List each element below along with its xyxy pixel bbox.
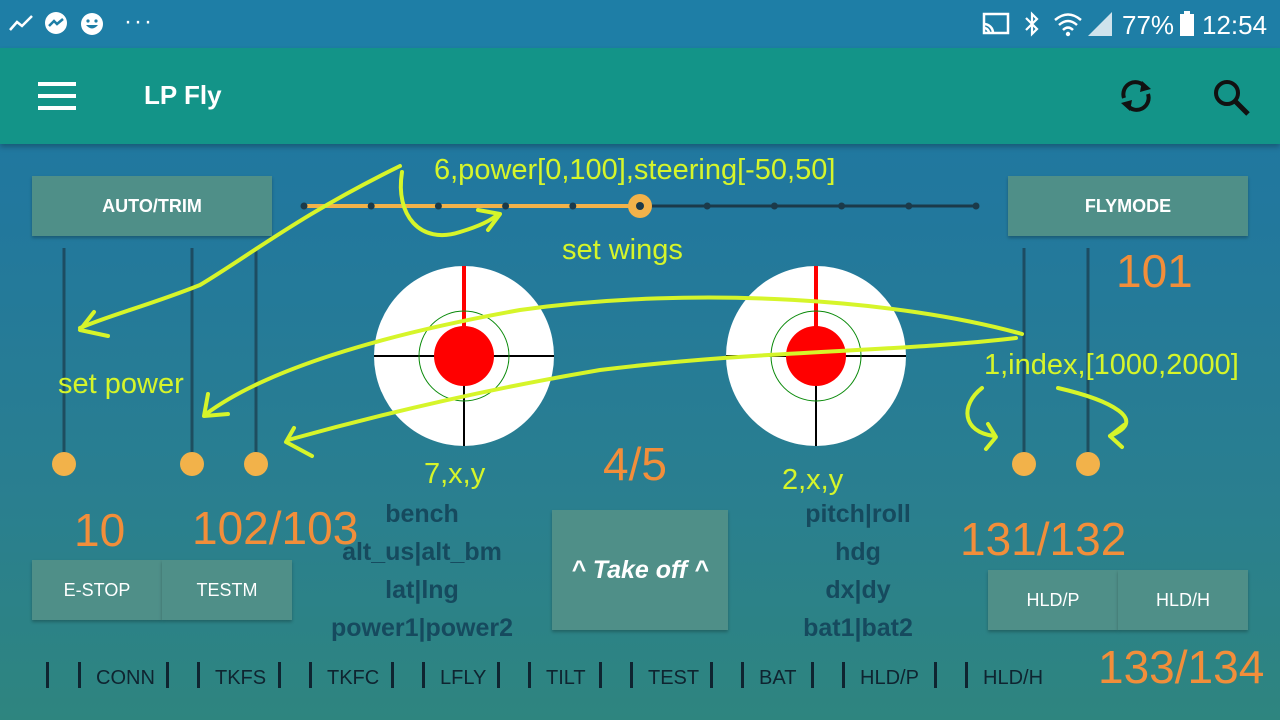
tab-divider [965, 662, 968, 688]
tab-divider [78, 662, 81, 688]
bluetooth-icon [1025, 11, 1039, 37]
menu-icon[interactable] [38, 82, 76, 110]
annotation-set-wings: set wings [562, 234, 683, 266]
tab-tkfs[interactable]: TKFS [215, 667, 267, 689]
channel-label-102-103: 102/103 [192, 502, 359, 554]
slider-tick [502, 202, 510, 210]
vertical-slider-102[interactable] [180, 248, 204, 476]
signal-icon [1088, 12, 1112, 36]
hold-heading-button[interactable]: HLD/H [1118, 570, 1248, 630]
activity-icon [9, 15, 33, 31]
vertical-slider-103[interactable] [244, 248, 268, 476]
search-icon[interactable] [1212, 78, 1252, 118]
tab-divider [309, 662, 312, 688]
annotation-right-stick: 2,x,y [782, 464, 844, 496]
slider-thumb[interactable] [52, 452, 76, 476]
tab-divider [278, 662, 281, 688]
page-title: LP Fly [144, 80, 222, 110]
cast-icon [982, 12, 1010, 35]
tab-divider [497, 662, 500, 688]
app-bar: LP Fly [0, 48, 1280, 144]
tab-divider [741, 662, 744, 688]
tab-hld-h[interactable]: HLD/H [983, 667, 1044, 689]
slider-tick [569, 202, 577, 210]
battery-icon [1180, 11, 1194, 36]
annotation-index-hint: 1,index,[1000,2000] [984, 349, 1239, 381]
annotation-slider-hint: 6,power[0,100],steering[-50,50] [434, 154, 836, 186]
tab-divider [630, 662, 633, 688]
telemetry-altitude: alt_us|alt_bm [342, 538, 502, 566]
channel-label-131-132: 131/132 [960, 513, 1127, 565]
testm-button[interactable]: TESTM [162, 560, 292, 620]
tab-divider [842, 662, 845, 688]
slider-tick [434, 202, 442, 210]
channel-label-133-134: 133/134 [1098, 641, 1265, 693]
telemetry-pitch-roll: pitch|roll [805, 500, 911, 528]
tab-tilt[interactable]: TILT [546, 667, 586, 689]
slider-tick [770, 202, 778, 210]
flymode-button[interactable]: FLYMODE [1008, 176, 1248, 236]
clock: 12:54 [1202, 10, 1268, 40]
tab-divider [166, 662, 169, 688]
estop-button[interactable]: E-STOP [32, 560, 162, 620]
slider-tick [905, 202, 913, 210]
tab-divider [710, 662, 713, 688]
telemetry-dxdy: dx|dy [825, 576, 891, 604]
joystick-knob[interactable] [434, 326, 494, 386]
annotation-left-stick: 7,x,y [424, 458, 486, 490]
hold-position-button[interactable]: HLD/P [988, 570, 1118, 630]
smiley-icon [81, 13, 103, 35]
tab-conn[interactable]: CONN [96, 667, 155, 689]
slider-tick [838, 202, 846, 210]
messenger-icon [45, 12, 67, 34]
channel-label-101: 101 [1116, 245, 1193, 297]
tab-divider [811, 662, 814, 688]
tab-test[interactable]: TEST [648, 667, 700, 689]
overflow-notifications: ··· [124, 8, 154, 35]
tab-divider [934, 662, 937, 688]
status-bar: ··· 77% 12:54 [0, 0, 1280, 48]
vertical-slider-132[interactable] [1076, 248, 1100, 476]
joystick-knob[interactable] [786, 326, 846, 386]
channel-label-10: 10 [74, 504, 126, 556]
tab-bat[interactable]: BAT [759, 667, 797, 689]
tab-divider [528, 662, 531, 688]
annotation-set-power: set power [58, 368, 184, 400]
wifi-icon [1054, 13, 1082, 37]
telemetry-power: power1|power2 [330, 614, 514, 642]
auto-trim-button[interactable]: AUTO/TRIM [32, 176, 272, 236]
tab-lfly[interactable]: LFLY [440, 667, 487, 689]
slider-tick [972, 202, 980, 210]
vertical-slider-131[interactable] [1012, 248, 1036, 476]
right-joystick[interactable] [726, 266, 906, 446]
telemetry-bench: bench [385, 500, 459, 528]
slider-thumb[interactable] [180, 452, 204, 476]
telemetry-latlng: lat|lng [385, 576, 459, 604]
tab-divider [391, 662, 394, 688]
wing-slider[interactable] [300, 194, 980, 218]
slider-thumb-center [636, 202, 644, 210]
slider-thumb[interactable] [1012, 452, 1036, 476]
sync-icon[interactable] [1118, 78, 1154, 114]
slider-thumb[interactable] [1076, 452, 1100, 476]
tab-divider [46, 662, 49, 688]
slider-tick [703, 202, 711, 210]
vertical-slider-power[interactable] [52, 248, 76, 476]
channel-label-4-5: 4/5 [603, 438, 667, 490]
takeoff-button[interactable]: ^ Take off ^ [552, 510, 728, 630]
slider-tick [367, 202, 375, 210]
tab-divider [197, 662, 200, 688]
battery-percent: 77% [1122, 10, 1175, 40]
telemetry-battery: bat1|bat2 [803, 614, 913, 642]
tab-divider [599, 662, 602, 688]
tab-divider [422, 662, 425, 688]
tab-hld-p[interactable]: HLD/P [860, 667, 919, 689]
slider-thumb[interactable] [244, 452, 268, 476]
slider-tick [300, 202, 308, 210]
telemetry-heading: hdg [835, 538, 881, 566]
tab-tkfc[interactable]: TKFC [327, 667, 380, 689]
